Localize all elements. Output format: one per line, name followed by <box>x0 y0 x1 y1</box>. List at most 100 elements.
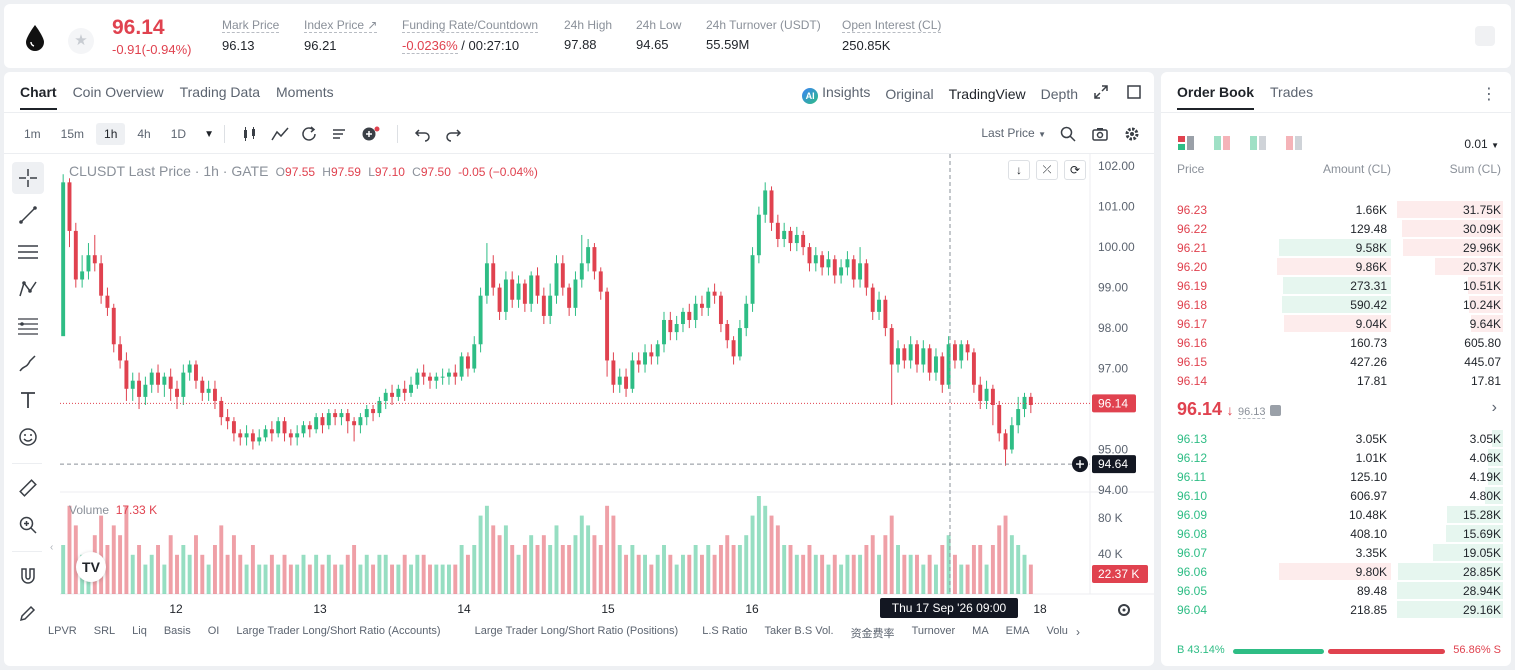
more-menu-icon[interactable]: ⋮ <box>1481 86 1497 103</box>
ruler-tool[interactable] <box>12 472 44 504</box>
bid-row[interactable]: 96.13 3.05K 3.05K <box>1161 429 1511 448</box>
indicator-basis[interactable]: Basis <box>163 625 191 637</box>
row-sum: 605.80 <box>1464 336 1501 350</box>
timeframe-1h[interactable]: 1h <box>96 123 126 145</box>
indicator-ma[interactable]: MA <box>972 625 989 637</box>
camera-icon[interactable] <box>1092 126 1108 142</box>
last-price-tag-text: 96.14 <box>1098 396 1128 410</box>
chevron-right-icon[interactable]: › <box>1491 399 1497 416</box>
emoji-tool[interactable] <box>12 421 44 453</box>
stat-index-price[interactable]: Index Price ↗ 96.21 <box>304 18 378 53</box>
indicator-large-trader-accounts[interactable]: Large Trader Long/Short Ratio (Accounts) <box>236 625 441 637</box>
book-icon[interactable] <box>1475 26 1495 46</box>
indicator-ema[interactable]: EMA <box>1005 625 1030 637</box>
indicator-liq[interactable]: Liq <box>132 625 147 637</box>
pattern-tool[interactable] <box>12 273 44 305</box>
template-icon[interactable] <box>331 126 349 142</box>
tab-insights[interactable]: AI Insights <box>802 84 870 104</box>
replay-icon[interactable] <box>301 126 319 142</box>
indicator-volume[interactable]: Volu <box>1046 625 1068 637</box>
bid-row[interactable]: 96.08 408.10 15.69K <box>1161 524 1511 543</box>
timeframe-15m[interactable]: 15m <box>60 127 85 141</box>
redo-icon[interactable] <box>444 126 462 142</box>
arrow-down-icon[interactable]: ↓ <box>1008 160 1030 180</box>
row-price: 96.05 <box>1177 584 1208 598</box>
ask-row[interactable]: 96.18 590.42 10.24K <box>1161 295 1511 314</box>
chevron-right-icon[interactable]: › <box>1075 625 1080 639</box>
bid-row[interactable]: 96.09 10.48K 15.28K <box>1161 505 1511 524</box>
tab-coin-overview[interactable]: Coin Overview <box>72 84 164 100</box>
ask-row[interactable]: 96.22 129.48 30.09K <box>1161 219 1511 238</box>
ask-row[interactable]: 96.19 273.31 10.51K <box>1161 276 1511 295</box>
tab-chart[interactable]: Chart <box>20 84 57 110</box>
indicator-ls-ratio[interactable]: L.S Ratio <box>702 625 748 637</box>
undo-icon[interactable] <box>414 126 432 142</box>
scroll-left-icon[interactable]: ‹ <box>50 542 54 553</box>
bid-row[interactable]: 96.12 1.01K 4.06K <box>1161 448 1511 467</box>
indicator-taker-bs-vol[interactable]: Taker B.S Vol. <box>764 625 834 637</box>
indicator-funding-rate[interactable]: 资金费率 <box>850 628 895 640</box>
mid-price-row[interactable]: 96.14 ↓ 96.13 › <box>1177 399 1497 423</box>
ask-row[interactable]: 96.16 160.73 605.80 <box>1161 333 1511 352</box>
add-indicator-icon[interactable] <box>361 126 381 142</box>
book-bids-icon[interactable] <box>1249 135 1267 151</box>
ask-row[interactable]: 96.21 9.58K 29.96K <box>1161 238 1511 257</box>
favorite-star-icon[interactable]: ★ <box>68 28 94 54</box>
timeframe-4h[interactable]: 4h <box>137 127 151 141</box>
bid-row[interactable]: 96.11 125.10 4.19K <box>1161 467 1511 486</box>
precision-select[interactable]: 0.01 ▼ <box>1464 137 1499 151</box>
indicators-icon[interactable] <box>271 126 289 142</box>
indicator-srl[interactable]: SRL <box>93 625 116 637</box>
settings-gear-icon[interactable] <box>1124 126 1140 142</box>
brush-tool[interactable] <box>12 347 44 379</box>
price-source-select[interactable]: Last Price ▼ <box>981 126 1046 140</box>
pencil-lock-tool[interactable] <box>12 597 44 629</box>
tab-moments[interactable]: Moments <box>276 84 334 100</box>
tab-trades[interactable]: Trades <box>1270 84 1314 100</box>
crosshair-tool[interactable] <box>12 162 44 194</box>
chart-settings-icon[interactable] <box>1116 602 1132 618</box>
timeframe-1m[interactable]: 1m <box>24 127 41 141</box>
timeframe-1d[interactable]: 1D <box>170 127 187 141</box>
fib-tool[interactable] <box>12 310 44 342</box>
refresh-icon[interactable]: ⟳ <box>1064 160 1086 180</box>
zoom-in-tool[interactable] <box>12 509 44 541</box>
candle-type-icon[interactable] <box>241 126 259 142</box>
tradingview-logo-icon[interactable]: TV <box>76 552 106 582</box>
tab-original[interactable]: Original <box>885 86 934 102</box>
timeframe-dropdown-icon[interactable]: ▼ <box>204 128 214 140</box>
bid-row[interactable]: 96.07 3.35K 19.05K <box>1161 543 1511 562</box>
trend-line-tool[interactable] <box>12 199 44 231</box>
candlestick-chart[interactable]: 102.00101.00100.0099.0098.0097.0095.0094… <box>4 72 1154 666</box>
tab-order-book[interactable]: Order Book <box>1177 84 1255 110</box>
ask-row[interactable]: 96.17 9.04K 9.64K <box>1161 314 1511 333</box>
expand-icon[interactable] <box>1094 85 1108 99</box>
search-icon[interactable] <box>1060 126 1076 142</box>
tab-tradingview[interactable]: TradingView <box>948 86 1026 102</box>
bid-row[interactable]: 96.04 218.85 29.16K <box>1161 600 1511 619</box>
bid-row[interactable]: 96.10 606.97 4.80K <box>1161 486 1511 505</box>
ask-row[interactable]: 96.14 17.81 17.81 <box>1161 371 1511 390</box>
horizontal-lines-tool[interactable] <box>12 236 44 268</box>
volume-bar <box>345 554 350 594</box>
indicator-oi[interactable]: OI <box>207 625 220 637</box>
window-icon[interactable] <box>1127 85 1141 99</box>
indicator-large-trader-positions[interactable]: Large Trader Long/Short Ratio (Positions… <box>474 625 679 637</box>
bid-row[interactable]: 96.06 9.80K 28.85K <box>1161 562 1511 581</box>
ask-row[interactable]: 96.23 1.66K 31.75K <box>1161 200 1511 219</box>
collapse-icon[interactable]: ⤫ <box>1036 160 1058 180</box>
tab-trading-data[interactable]: Trading Data <box>179 84 261 100</box>
last-price: 96.14 <box>112 16 165 39</box>
book-both-icon[interactable] <box>1177 135 1195 151</box>
row-amount: 125.10 <box>1350 470 1387 484</box>
book-asks-icon[interactable] <box>1285 135 1303 151</box>
magnet-tool[interactable] <box>12 560 44 592</box>
text-tool[interactable] <box>12 384 44 416</box>
indicator-lpvr[interactable]: LPVR <box>48 625 77 637</box>
tab-depth[interactable]: Depth <box>1040 86 1078 102</box>
indicator-turnover[interactable]: Turnover <box>911 625 956 637</box>
ask-row[interactable]: 96.15 427.26 445.07 <box>1161 352 1511 371</box>
book-split-icon[interactable] <box>1213 135 1231 151</box>
bid-row[interactable]: 96.05 89.48 28.94K <box>1161 581 1511 600</box>
ask-row[interactable]: 96.20 9.86K 20.37K <box>1161 257 1511 276</box>
